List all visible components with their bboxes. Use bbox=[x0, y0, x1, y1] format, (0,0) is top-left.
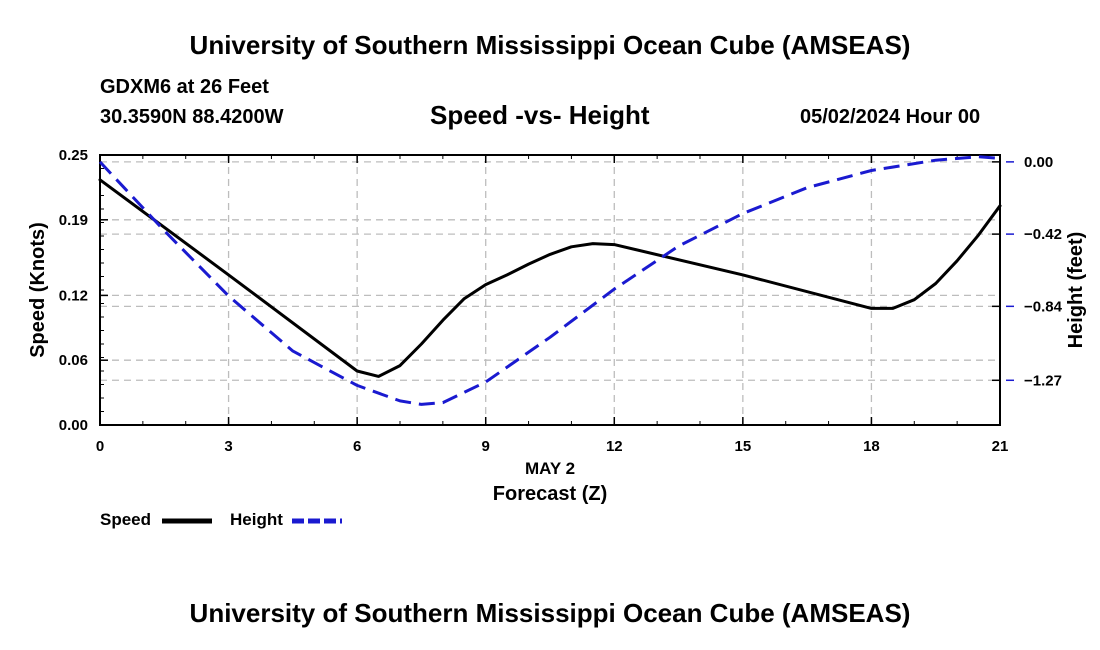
y-right-tick-label: −0.84 bbox=[1024, 298, 1063, 315]
station-label: GDXM6 at 26 Feet bbox=[100, 76, 269, 98]
legend: Speed Height bbox=[100, 510, 342, 529]
x-tick-label: 12 bbox=[606, 438, 623, 455]
series-line-height bbox=[98, 155, 1001, 406]
series-layer bbox=[98, 155, 1002, 406]
y-axis-right-label: Height (feet) bbox=[1065, 232, 1087, 349]
y-left-tick-label: 0.06 bbox=[59, 352, 88, 369]
x-tick-label: 9 bbox=[482, 438, 490, 455]
y-right-tick-label: −0.42 bbox=[1024, 226, 1062, 243]
forecast-datetime: 05/02/2024 Hour 00 bbox=[800, 106, 981, 128]
x-tick-label: 3 bbox=[224, 438, 232, 455]
x-axis-date-label: MAY 2 bbox=[525, 459, 575, 478]
chart-title: Speed -vs- Height bbox=[430, 100, 650, 130]
y-left-tick-label: 0.00 bbox=[59, 417, 88, 434]
main-title: University of Southern Mississippi Ocean… bbox=[189, 30, 911, 60]
legend-label-speed: Speed bbox=[100, 510, 151, 529]
series-line-speed bbox=[98, 178, 1002, 378]
y-right-tick-label: −1.27 bbox=[1024, 372, 1062, 389]
x-tick-label: 6 bbox=[353, 438, 361, 455]
y-left-tick-label: 0.12 bbox=[59, 287, 88, 304]
y-axis-left-label: Speed (Knots) bbox=[27, 222, 49, 358]
plot-frame bbox=[99, 154, 1001, 426]
y-left-tick-label: 0.19 bbox=[59, 212, 88, 229]
x-tick-label: 15 bbox=[735, 438, 752, 455]
x-tick-label: 18 bbox=[863, 438, 880, 455]
x-tick-label: 21 bbox=[992, 438, 1009, 455]
y-left-tick-label: 0.25 bbox=[59, 147, 88, 164]
y-right-tick-label: 0.00 bbox=[1024, 154, 1053, 171]
footer-title: University of Southern Mississippi Ocean… bbox=[189, 598, 911, 628]
grid-layer bbox=[100, 155, 1000, 425]
tick-layer: 0 3 6 9 12 15 18 21 0.00 0.06 0.12 0.19 0.25 0.00 −0.4… bbox=[59, 147, 1063, 455]
legend-label-height: Height bbox=[230, 510, 283, 529]
coordinates-label: 30.3590N 88.4200W bbox=[100, 106, 284, 128]
x-tick-label: 0 bbox=[96, 438, 104, 455]
x-axis-label: Forecast (Z) bbox=[493, 483, 607, 505]
